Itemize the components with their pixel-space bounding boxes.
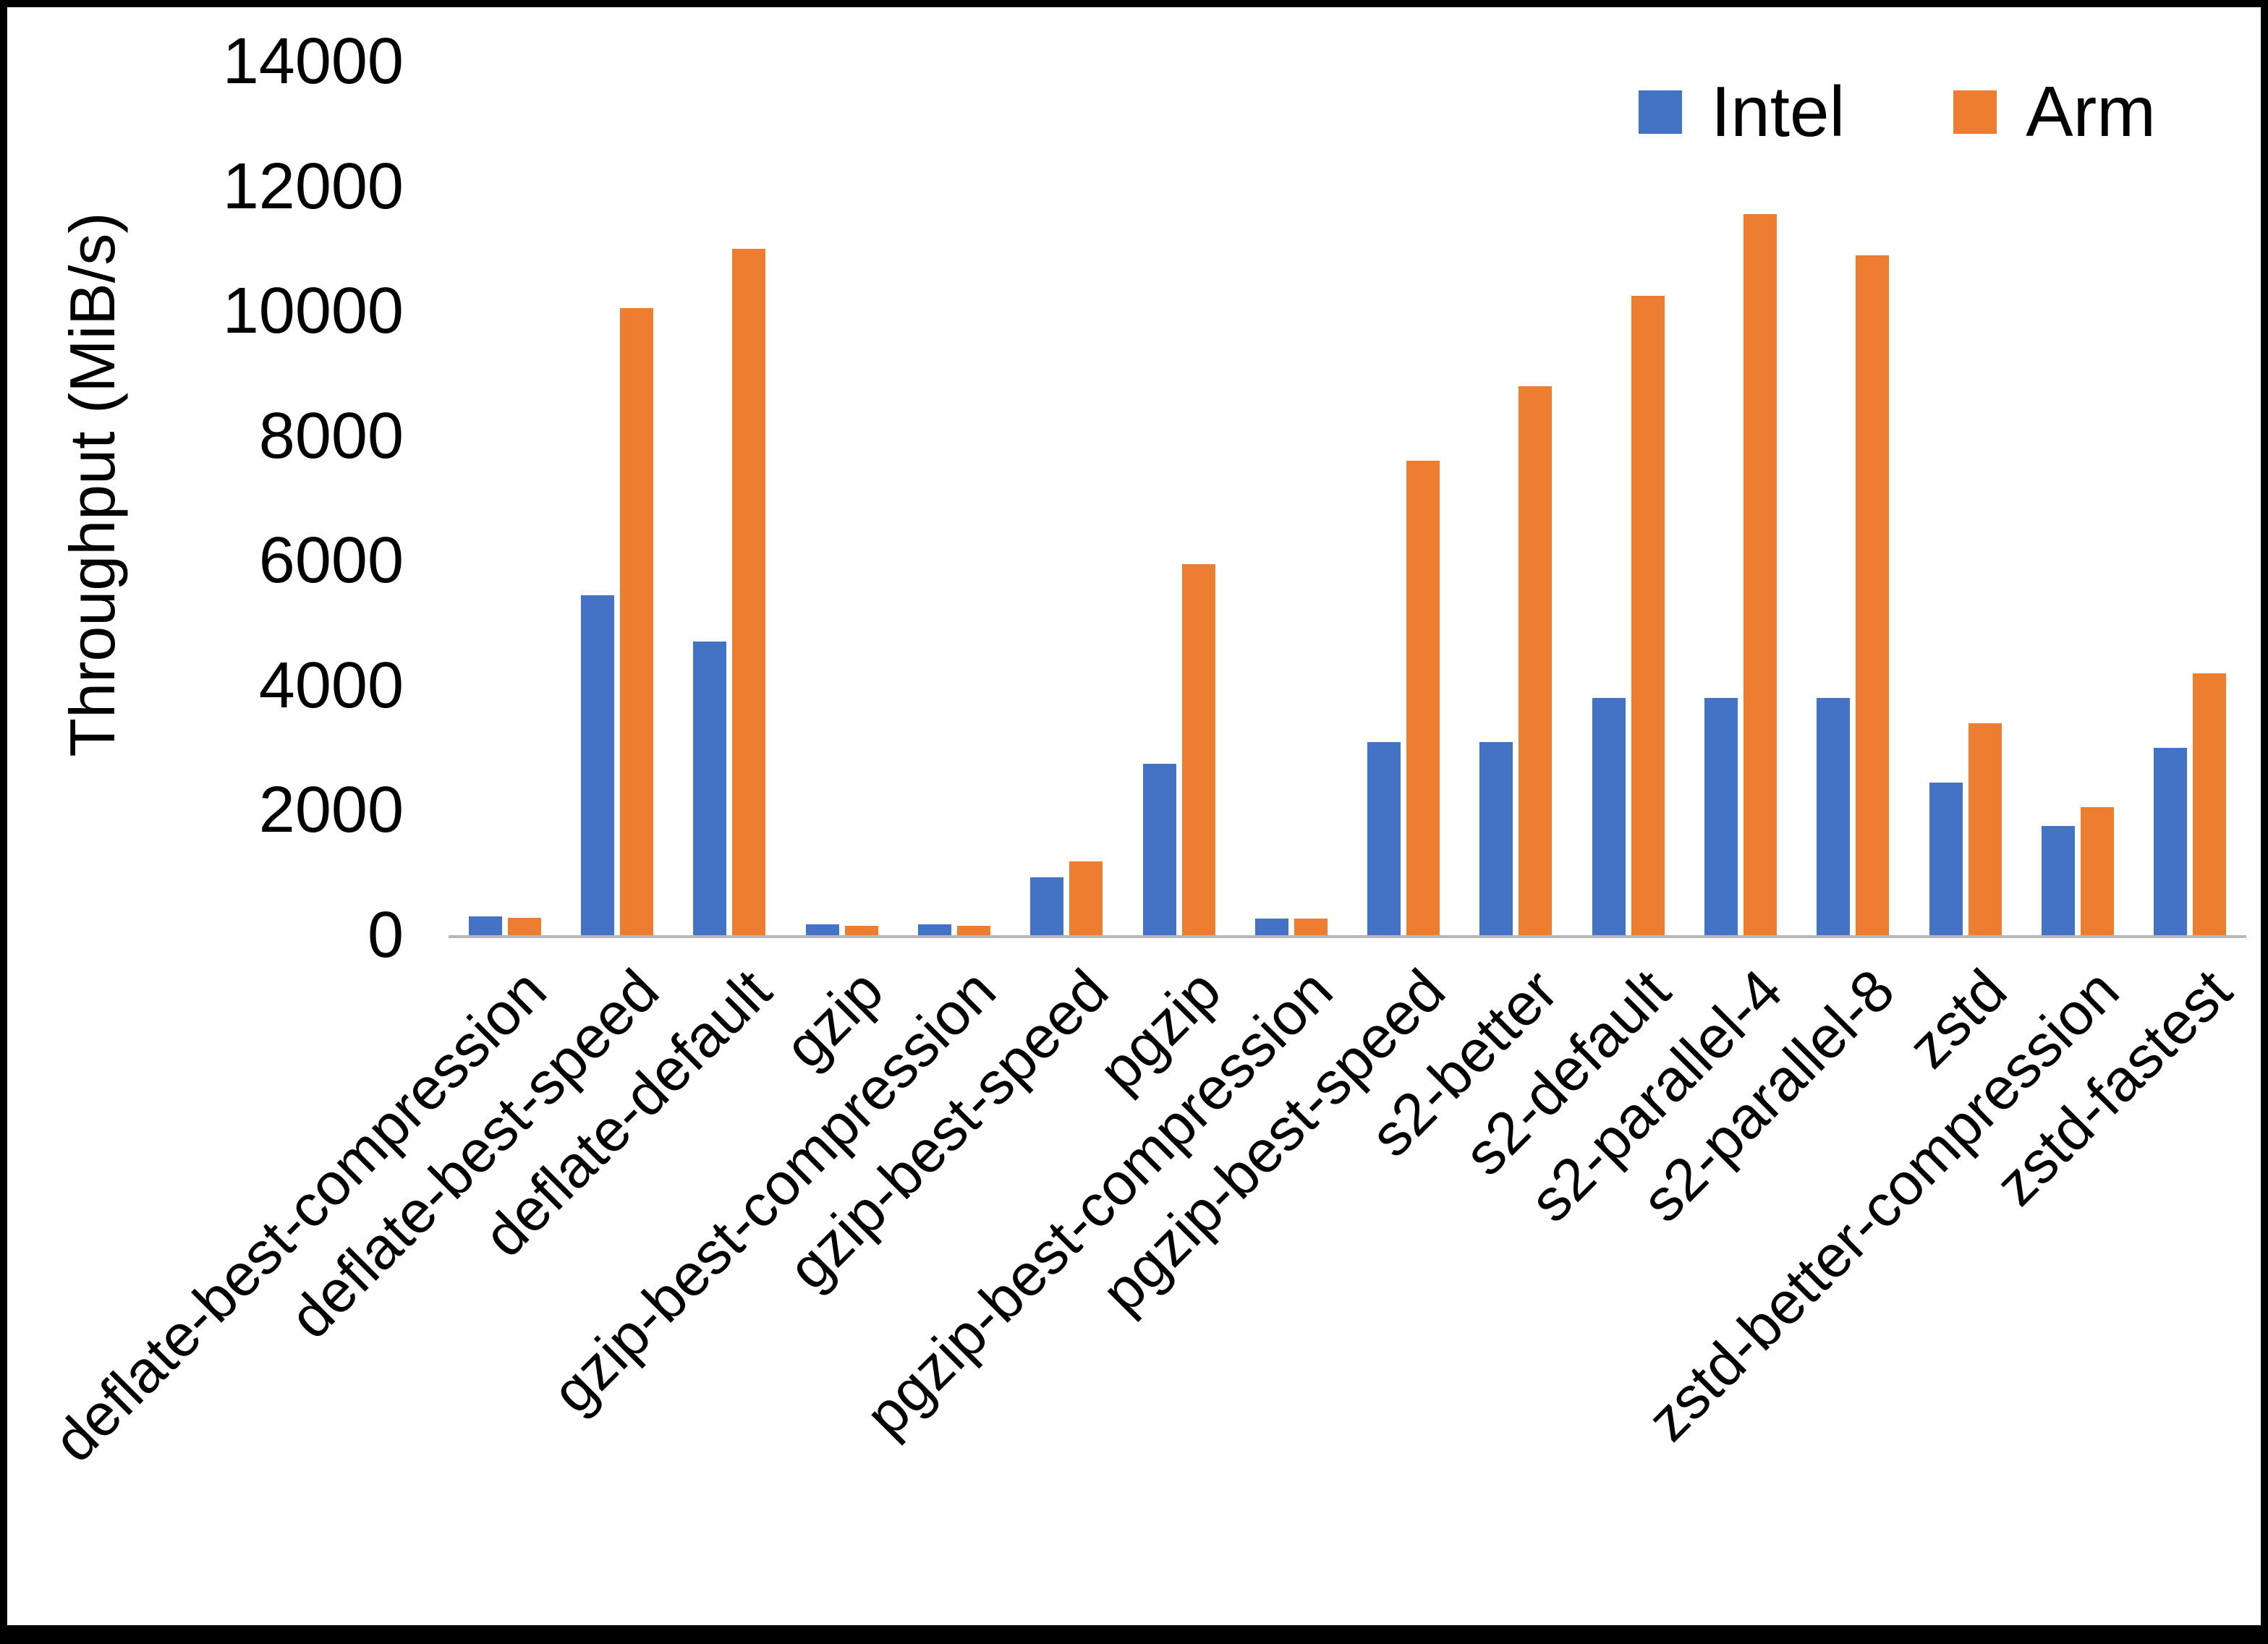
legend-swatch-icon <box>1953 90 1997 134</box>
legend: Intel Arm <box>1639 71 2156 153</box>
bar-arm-s2-better <box>1519 386 1553 935</box>
bar-intel-deflate-best-speed <box>580 595 614 935</box>
bar-intel-deflate-default <box>693 642 727 935</box>
bar-arm-gzip-best-compression <box>956 926 990 935</box>
y-tick-label: 8000 <box>258 399 404 472</box>
bar-intel-gzip <box>805 924 839 935</box>
legend-item-arm: Arm <box>1953 71 2156 153</box>
bar-intel-s2-parallel-8 <box>1817 698 1851 935</box>
bar-arm-deflate-best-speed <box>619 307 653 935</box>
bar-arm-s2-parallel-4 <box>1744 214 1778 935</box>
bar-intel-gzip-best-speed <box>1030 877 1064 935</box>
bar-arm-s2-default <box>1631 295 1665 935</box>
bar-intel-s2-parallel-4 <box>1704 698 1738 935</box>
bar-intel-gzip-best-compression <box>917 924 951 935</box>
bar-intel-pgzip-best-compression <box>1254 918 1288 935</box>
bar-intel-zstd-fastest <box>2154 748 2188 935</box>
bar-arm-deflate-best-compression <box>507 917 541 935</box>
y-tick-label: 4000 <box>258 649 404 722</box>
bar-arm-gzip <box>844 926 878 935</box>
plot-area <box>449 61 2246 938</box>
bar-arm-zstd-fastest <box>2193 673 2227 935</box>
y-tick-label: 6000 <box>258 524 404 597</box>
legend-swatch-icon <box>1639 90 1682 134</box>
bar-arm-zstd <box>1968 723 2002 935</box>
bar-arm-gzip-best-speed <box>1069 861 1103 935</box>
y-tick-label: 14000 <box>222 25 404 98</box>
legend-label: Arm <box>2026 72 2156 151</box>
bar-arm-pgzip-best-speed <box>1406 461 1440 935</box>
bar-arm-zstd-better-compression <box>2081 807 2115 935</box>
y-tick-label: 0 <box>367 899 404 971</box>
y-tick-label: 12000 <box>222 150 404 223</box>
bar-intel-pgzip-best-speed <box>1367 741 1401 935</box>
bar-intel-s2-better <box>1479 741 1513 935</box>
bar-intel-pgzip <box>1142 763 1176 935</box>
bar-arm-pgzip <box>1181 563 1215 935</box>
bar-intel-zstd <box>1929 782 1963 935</box>
bar-intel-s2-default <box>1592 698 1626 935</box>
bar-arm-pgzip-best-compression <box>1294 918 1328 935</box>
legend-label: Intel <box>1711 72 1846 151</box>
bar-arm-deflate-default <box>732 248 766 935</box>
bar-intel-zstd-better-compression <box>2042 826 2076 935</box>
y-tick-label: 10000 <box>222 275 404 348</box>
legend-item-intel: Intel <box>1639 71 1845 153</box>
bar-intel-deflate-best-compression <box>468 916 502 935</box>
y-tick-label: 2000 <box>258 774 404 847</box>
bar-arm-s2-parallel-8 <box>1856 255 1890 935</box>
